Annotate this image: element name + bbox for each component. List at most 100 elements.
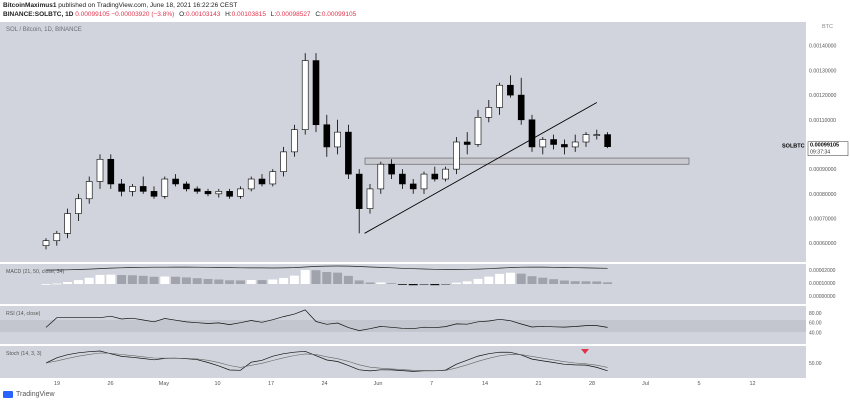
support-zone[interactable] [364, 157, 690, 165]
macd-bar [333, 272, 343, 284]
time-axis[interactable]: 19 26 May 10 17 24 Jun 7 14 21 28 Jul 5 12 [54, 381, 756, 387]
time-tick-label: 19 [54, 381, 60, 387]
candle-down [528, 119, 536, 148]
macd-bar [603, 282, 613, 284]
candle-down [226, 191, 233, 197]
macd-bar [387, 283, 397, 284]
candle-up [420, 173, 428, 190]
low-label: L: [270, 11, 277, 18]
macd-bar [311, 270, 321, 284]
candle-up [269, 171, 277, 185]
ascending-trendline[interactable] [364, 102, 598, 234]
stoch-d-line [45, 352, 608, 371]
price-tick-label: 0.00110000 [809, 118, 836, 124]
macd-bar [246, 280, 256, 284]
macd-bar [516, 273, 526, 284]
candle-down [604, 134, 611, 147]
macd-bar [149, 276, 159, 284]
high-value: 0.00103815 [231, 11, 266, 18]
candle-up [85, 181, 93, 200]
candle-up [161, 178, 169, 197]
macd-bar [95, 274, 105, 284]
author-name[interactable]: BitcoinMaximus1 [3, 2, 57, 9]
macd-bar [322, 272, 332, 284]
macd-bar [279, 277, 289, 284]
macd-bar [376, 282, 386, 284]
price-tick-label: 0.00120000 [809, 93, 837, 99]
rsi-axis: 80.00 60.00 40.00 [809, 311, 822, 336]
candle-down [183, 183, 190, 190]
price-tick-label: 0.00060000 [809, 241, 837, 247]
macd-bar [300, 270, 310, 284]
macd-bar [63, 282, 73, 284]
macd-bar [354, 280, 364, 284]
main-pane-bg [0, 22, 806, 262]
candle-down [345, 131, 352, 175]
macd-bar [473, 278, 483, 284]
price-change: −0.00003920 (−3.8%) [111, 11, 175, 18]
candle-down [561, 144, 568, 148]
candle-up [129, 186, 136, 192]
high-label: H: [225, 11, 232, 18]
macd-bar [495, 273, 505, 284]
candle-up [593, 134, 601, 136]
candle-down [118, 183, 125, 192]
candle-up [377, 163, 385, 190]
candle-down [107, 158, 115, 185]
macd-bar [192, 278, 202, 284]
macd-bar [181, 277, 191, 284]
time-tick-label: 17 [268, 381, 274, 387]
rsi-label: RSI (14, close) [6, 311, 41, 317]
macd-bar [127, 275, 137, 284]
symbol-label[interactable]: BINANCE:SOLBTC, 1D [3, 11, 74, 18]
candle-up [75, 198, 82, 214]
time-tick-label: 26 [107, 381, 113, 387]
stoch-pane-bg [0, 346, 806, 378]
macd-tick-label: 0.00002000 [809, 268, 836, 274]
candle-up [237, 188, 244, 197]
price-tick-label: 0.00070000 [809, 217, 837, 223]
price-tag-value: 0.00099105 [810, 143, 839, 149]
rsi-line [45, 309, 608, 331]
stoch-label: Stoch (14, 3, 3) [6, 351, 42, 357]
candle-down [355, 173, 363, 209]
macd-bar [225, 280, 235, 284]
tradingview-icon [3, 391, 13, 398]
candle-up [539, 139, 547, 148]
candle-up [215, 191, 223, 195]
macd-bar [257, 280, 267, 284]
candle-up [366, 188, 374, 209]
price-tag: SOLBTC 0.00099105 09:37:34 [782, 141, 849, 156]
rsi-tick-label: 40.00 [809, 330, 822, 336]
candle-up [301, 60, 309, 130]
rsi-band [0, 320, 806, 332]
rsi-tick-label: 80.00 [809, 311, 822, 317]
macd-bar [527, 276, 537, 284]
price-chart[interactable]: SOL / Bitcoin, 1D, BINANCE BTC 0.0014000… [0, 22, 850, 390]
price-tag-bg [807, 141, 849, 156]
price-tick-label: 0.00140000 [809, 44, 837, 50]
macd-bar [268, 279, 278, 284]
candle-down [312, 60, 320, 126]
stoch-tick-label: 50.00 [809, 361, 822, 367]
macd-bar [570, 281, 580, 284]
candle-down [507, 84, 514, 96]
time-tick-label: 21 [535, 381, 541, 387]
candle-down [139, 186, 147, 192]
candle-up [453, 141, 460, 170]
tradingview-logo[interactable]: TradingView [3, 391, 55, 398]
macd-bar [52, 283, 62, 285]
macd-tick-label: 0.00000000 [809, 294, 836, 300]
time-tick-label: 7 [430, 381, 433, 387]
candle-up [96, 158, 104, 182]
candle-up [485, 107, 493, 118]
macd-bar [592, 281, 602, 284]
open-label: O: [179, 11, 186, 18]
candle-up [496, 84, 503, 108]
last-price: 0.00099105 [75, 11, 110, 18]
macd-bar [84, 277, 94, 284]
candles [42, 53, 611, 250]
macd-label: MACD (21, 50, close, 34) [6, 269, 65, 275]
candle-up [280, 151, 287, 172]
macd-bar [451, 282, 461, 284]
